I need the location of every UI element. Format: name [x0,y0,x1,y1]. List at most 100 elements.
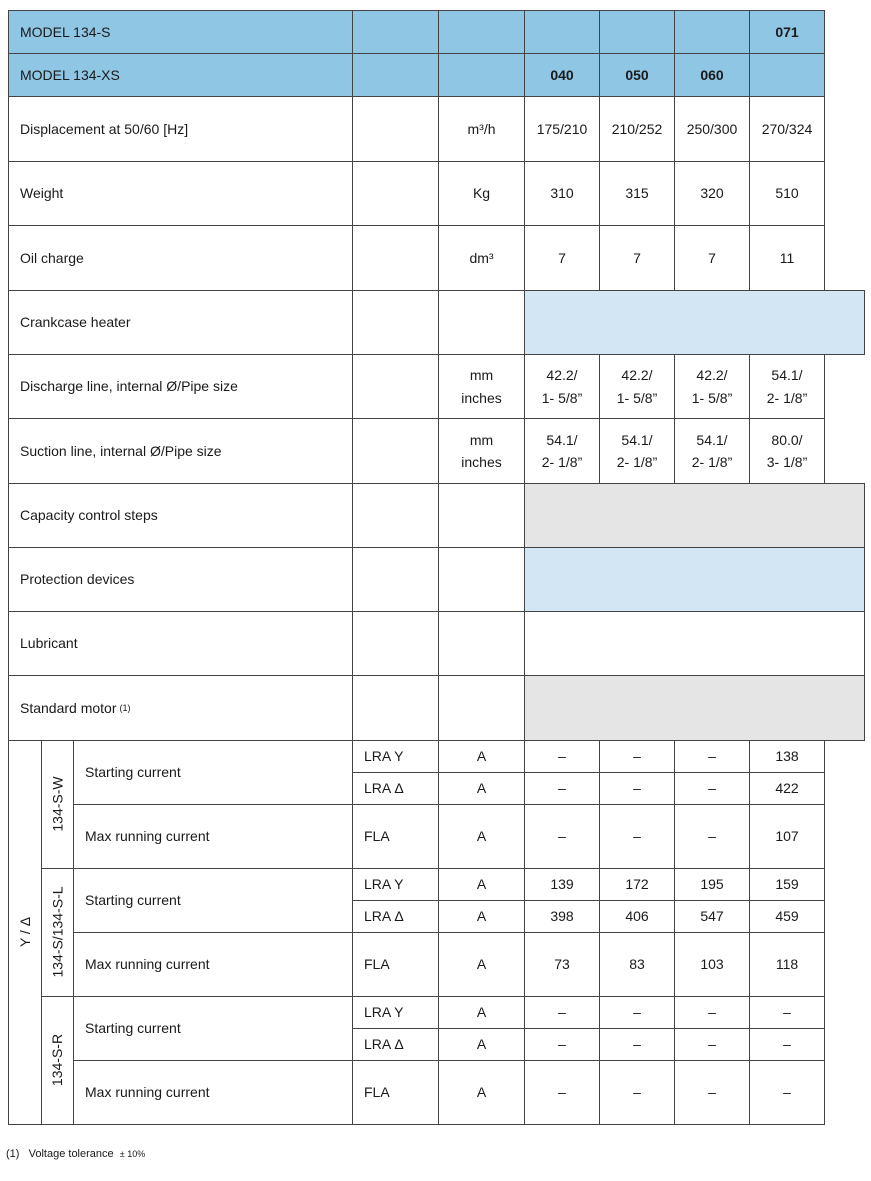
current-value: 138 [749,740,825,773]
current-type: FLA [352,1060,439,1125]
spec-empty [352,225,439,291]
current-value: – [674,1028,750,1061]
current-type: LRA Y [352,996,439,1029]
spec-label: Capacity control steps [8,483,353,548]
current-value: 73 [524,932,600,997]
header-model-code [749,53,825,97]
value-line: 2- 1/8” [616,454,658,470]
footnote-ref: (1) [6,1148,20,1160]
spec-value: 54.1/2- 1/8” [749,354,825,419]
current-value: – [599,1060,675,1125]
spec-value-span [524,675,865,741]
spec-label-text: Suction line, internal Ø/Pipe size [20,442,222,459]
spec-value: 175/210 [524,96,600,162]
current-value: 139 [524,868,600,901]
current-type: LRA Δ [352,1028,439,1061]
current-value: 107 [749,804,825,869]
spec-label-text: Protection devices [20,571,135,588]
value-line: 54.1/ [621,431,653,448]
spec-value: 310 [524,161,600,226]
connection-label: Y / Δ [16,916,33,948]
spec-empty [352,547,439,612]
header-empty [352,53,439,97]
current-value: – [524,1028,600,1061]
spec-label: Oil charge [8,225,353,291]
current-type: LRA Δ [352,900,439,933]
max-running-current-label: Max running current [73,1060,353,1125]
group-label: 134-S/134-S-L [49,886,66,978]
current-value: – [524,772,600,805]
footnote-tolerance: ± 10% [119,1149,146,1159]
spec-value-span [524,547,865,612]
header-model-code: 071 [749,10,825,54]
header-model-label: MODEL 134-S [8,10,353,54]
spec-empty [352,354,439,419]
unit-line: mm [469,367,494,384]
spec-value: 250/300 [674,96,750,162]
spec-label-text: Displacement at 50/60 [Hz] [20,120,189,137]
current-type: LRA Δ [352,772,439,805]
spec-label: Crankcase heater [8,290,353,355]
spec-label-text: Standard motor [20,699,117,716]
footnote-text: Voltage tolerance [28,1148,114,1160]
spec-value: 510 [749,161,825,226]
unit-line: inches [461,454,502,470]
current-unit: A [438,772,525,805]
spec-label-text: Discharge line, internal Ø/Pipe size [20,378,238,395]
spec-value: 42.2/1- 5/8” [599,354,675,419]
spec-unit [438,290,525,355]
spec-unit [438,547,525,612]
current-unit: A [438,1028,525,1061]
spec-value: 54.1/2- 1/8” [599,418,675,484]
header-model-code: 040 [524,53,600,97]
spec-value: 54.1/2- 1/8” [524,418,600,484]
current-value: – [599,740,675,773]
spec-value: 270/324 [749,96,825,162]
spec-value: 54.1/2- 1/8” [674,418,750,484]
spec-label: Suction line, internal Ø/Pipe size [8,418,353,484]
spec-value: 7 [674,225,750,291]
spec-unit: Kg [438,161,525,226]
spec-empty [352,96,439,162]
current-value: – [749,996,825,1029]
current-value: – [599,804,675,869]
max-running-current-label: Max running current [73,932,353,997]
footnote: (1) Voltage tolerance ± 10% [6,1148,145,1160]
spec-unit [438,611,525,676]
spec-label: Weight [8,161,353,226]
spec-label: Discharge line, internal Ø/Pipe size [8,354,353,419]
spec-value-span [524,483,865,548]
current-unit: A [438,996,525,1029]
spec-unit: dm³ [438,225,525,291]
value-line: 3- 1/8” [766,454,808,470]
current-value: 83 [599,932,675,997]
spec-empty [352,611,439,676]
footnote-ref: (1) [119,702,131,713]
spec-label: Protection devices [8,547,353,612]
header-model-code [674,10,750,54]
header-model-code: 060 [674,53,750,97]
spec-value: 42.2/1- 5/8” [524,354,600,419]
spec-value: 11 [749,225,825,291]
unit-line: m³/h [467,120,496,137]
current-value: – [524,996,600,1029]
current-value: 406 [599,900,675,933]
spec-unit [438,675,525,741]
spec-value: 315 [599,161,675,226]
spec-value: 320 [674,161,750,226]
value-line: 1- 5/8” [691,389,733,406]
unit-line: inches [461,389,502,406]
group-label: 134-S-W [49,776,66,832]
current-value: – [524,740,600,773]
spec-label: Lubricant [8,611,353,676]
spec-value: 7 [599,225,675,291]
current-value: – [524,1060,600,1125]
unit-line: Kg [472,185,491,202]
spec-empty [352,418,439,484]
value-line: 54.1/ [771,367,803,384]
current-value: 547 [674,900,750,933]
spec-empty [352,290,439,355]
spec-unit: mm inches [438,418,525,484]
header-model-code: 050 [599,53,675,97]
current-value: – [599,772,675,805]
